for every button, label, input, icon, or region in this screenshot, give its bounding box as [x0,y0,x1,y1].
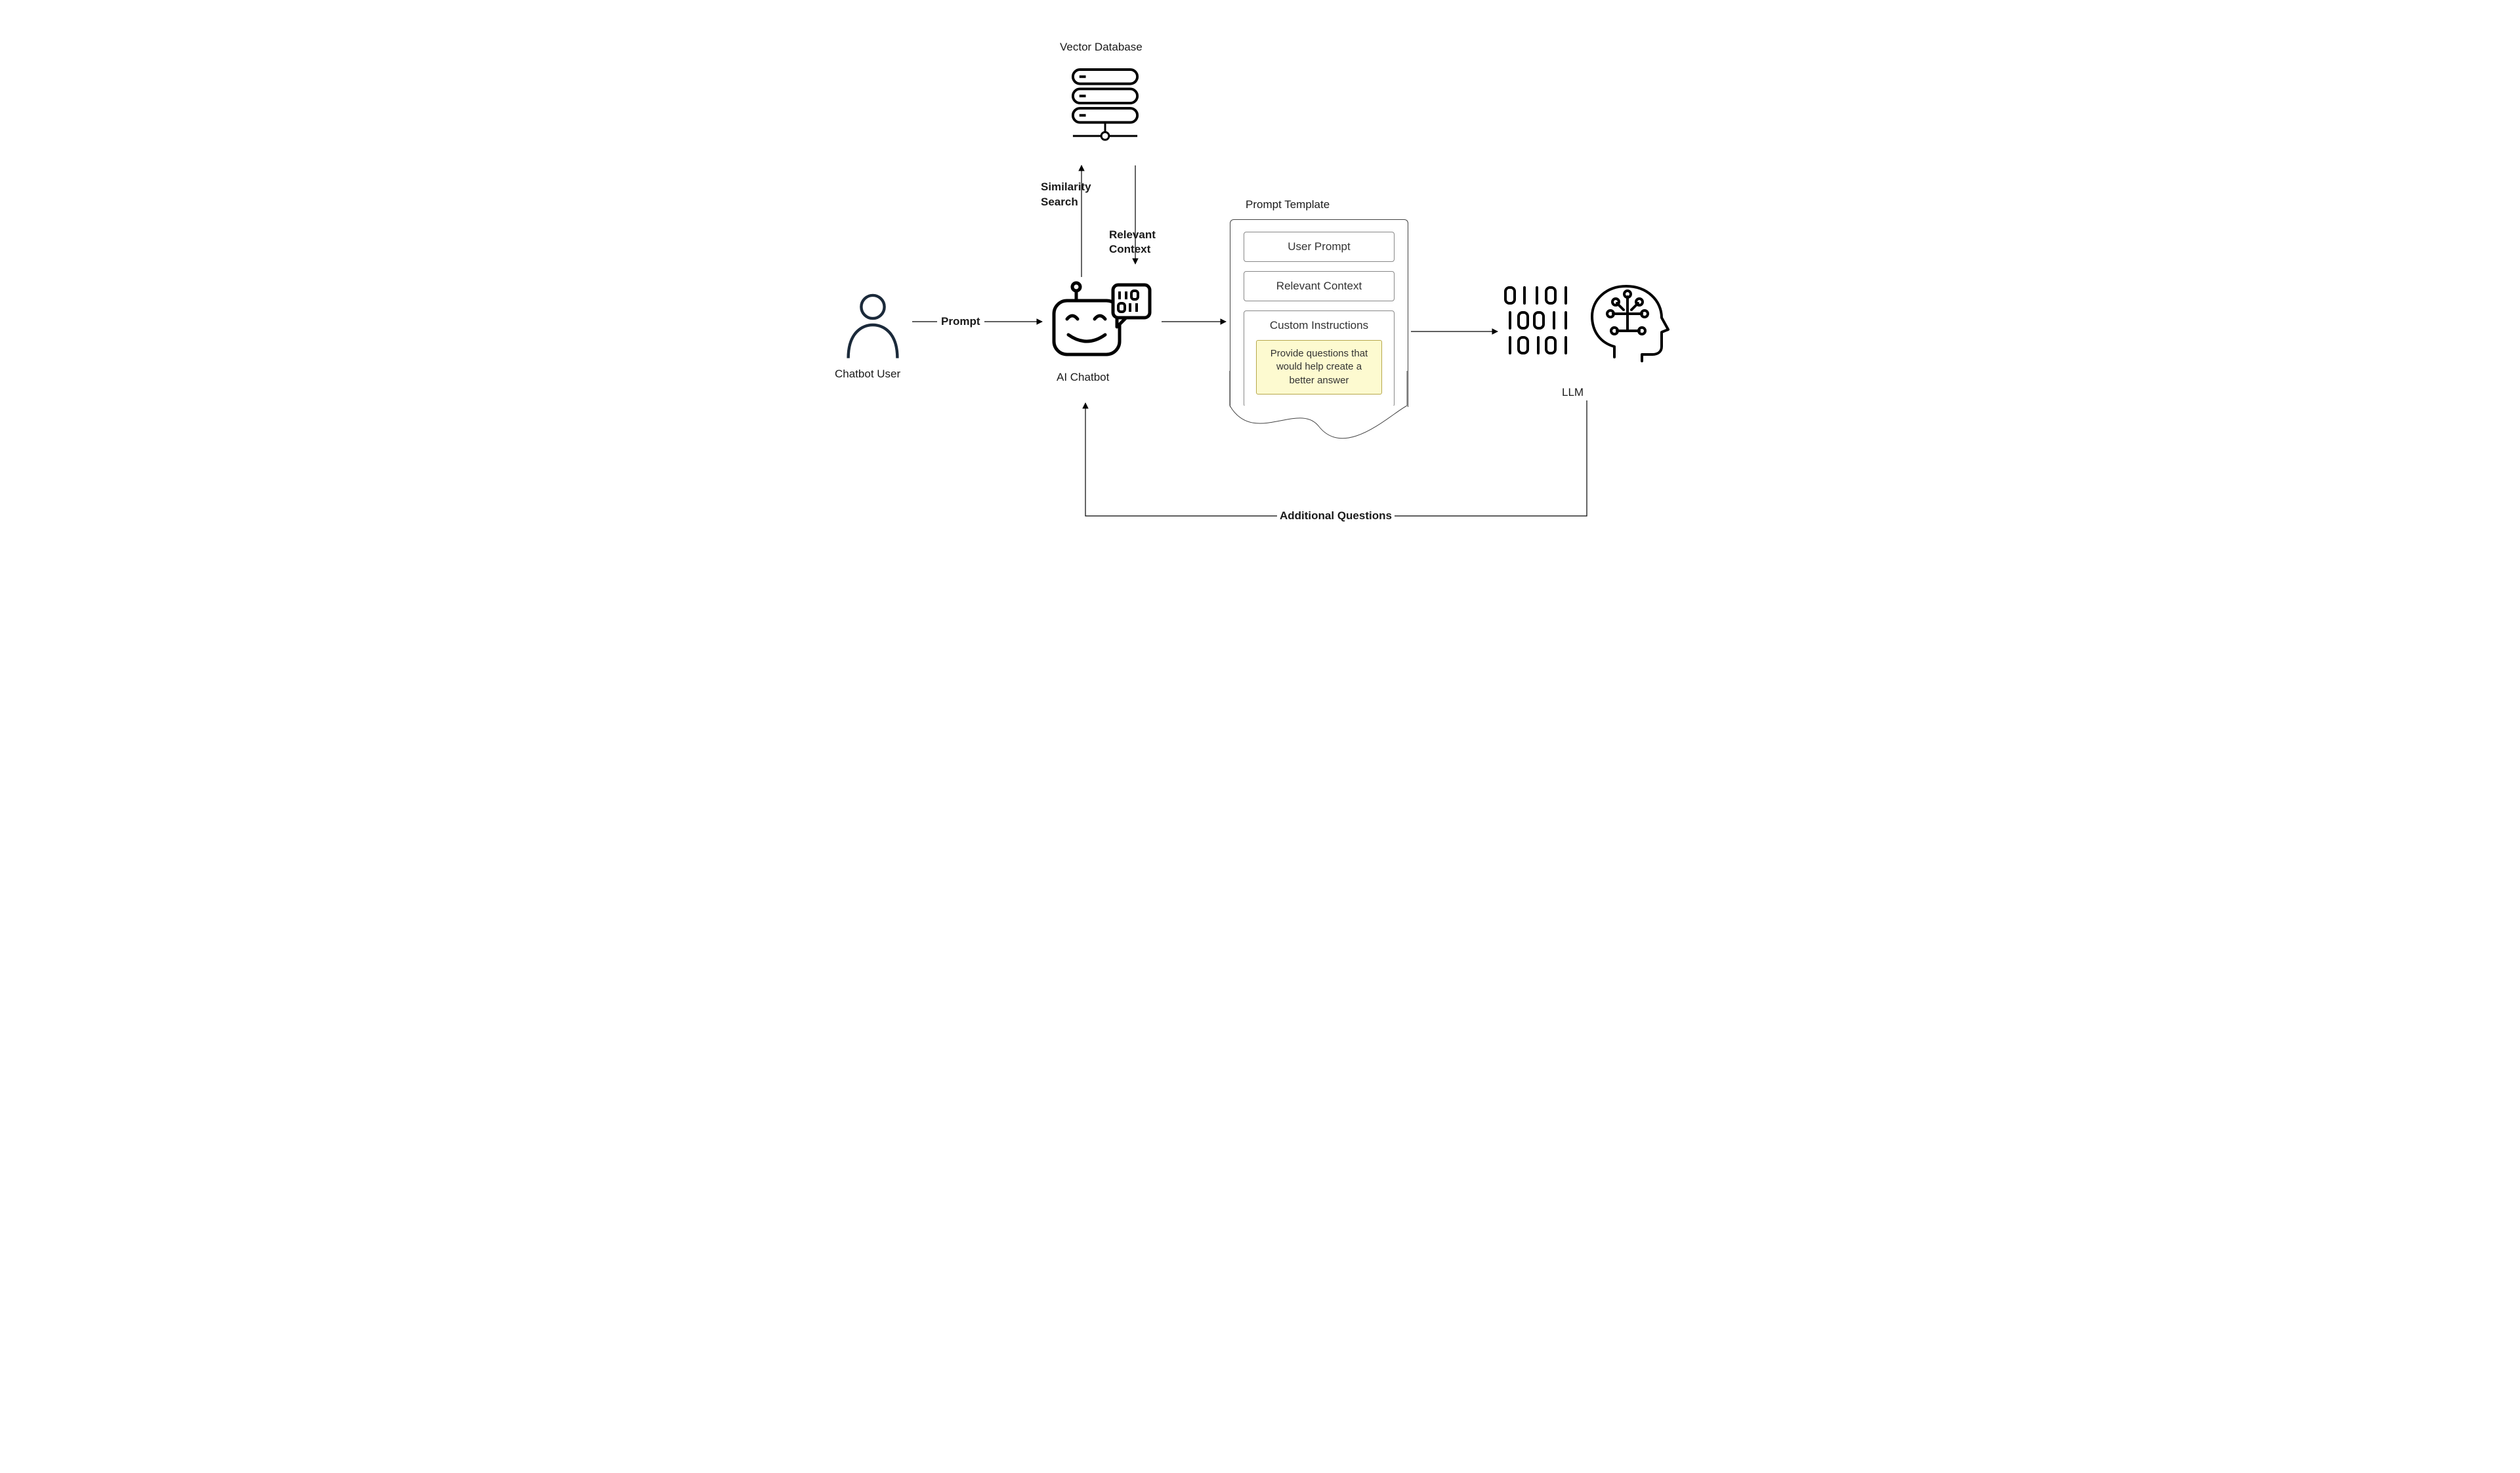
edge-context-label-2: Context [1109,243,1150,256]
template-box-custom-instructions: Custom Instructions Provide questions th… [1244,310,1395,407]
edge-prompt-label: Prompt [941,315,980,328]
vectordb-title: Vector Database [1060,41,1143,54]
database-icon [1070,66,1141,144]
custom-instructions-note: Provide questions that would help create… [1256,340,1382,395]
user-label: Chatbot User [835,368,900,381]
edge-similarity-label-1: Similarity [1041,181,1091,194]
edge-similarity-label-2: Search [1041,196,1078,209]
llm-icon [1503,284,1673,366]
user-icon [837,289,909,361]
chatbot-label: AI Chatbot [1057,371,1109,384]
template-box-relevant-context: Relevant Context [1244,271,1395,301]
edge-context-label-1: Relevant [1109,228,1156,242]
edge-feedback-label: Additional Questions [1277,509,1395,523]
template-box-user-prompt: User Prompt [1244,232,1395,262]
diagram-canvas: Chatbot User Vector Database [781,0,1739,538]
prompt-template-card: User Prompt Relevant Context Custom Inst… [1230,219,1408,407]
chatbot-icon [1049,281,1154,366]
template-title: Prompt Template [1246,198,1330,211]
llm-label: LLM [1562,386,1584,399]
custom-instructions-label: Custom Instructions [1270,319,1368,331]
